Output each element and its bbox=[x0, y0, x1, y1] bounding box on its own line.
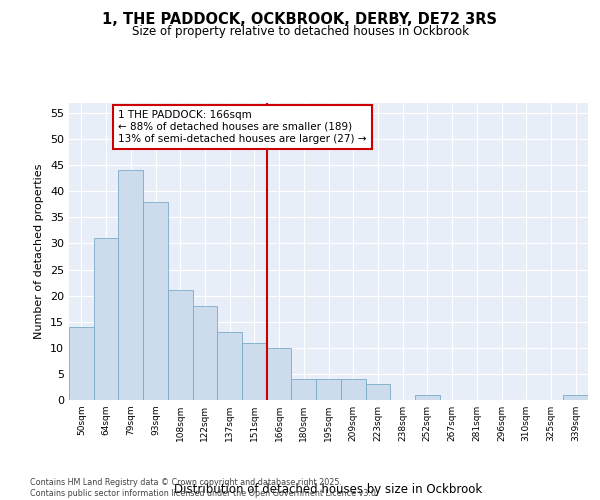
Bar bbox=[143, 202, 168, 400]
Bar bbox=[118, 170, 143, 400]
Bar bbox=[341, 379, 365, 400]
Bar bbox=[365, 384, 390, 400]
Text: 1 THE PADDOCK: 166sqm
← 88% of detached houses are smaller (189)
13% of semi-det: 1 THE PADDOCK: 166sqm ← 88% of detached … bbox=[118, 110, 367, 144]
Bar bbox=[168, 290, 193, 400]
Y-axis label: Number of detached properties: Number of detached properties bbox=[34, 164, 44, 339]
Bar bbox=[193, 306, 217, 400]
Bar bbox=[242, 342, 267, 400]
Bar bbox=[267, 348, 292, 400]
Bar bbox=[415, 395, 440, 400]
Bar bbox=[292, 379, 316, 400]
Text: Size of property relative to detached houses in Ockbrook: Size of property relative to detached ho… bbox=[131, 25, 469, 38]
Text: Contains HM Land Registry data © Crown copyright and database right 2025.
Contai: Contains HM Land Registry data © Crown c… bbox=[30, 478, 379, 498]
Bar bbox=[217, 332, 242, 400]
Bar bbox=[94, 238, 118, 400]
Text: 1, THE PADDOCK, OCKBROOK, DERBY, DE72 3RS: 1, THE PADDOCK, OCKBROOK, DERBY, DE72 3R… bbox=[103, 12, 497, 28]
X-axis label: Distribution of detached houses by size in Ockbrook: Distribution of detached houses by size … bbox=[175, 483, 482, 496]
Bar bbox=[316, 379, 341, 400]
Bar bbox=[69, 327, 94, 400]
Bar bbox=[563, 395, 588, 400]
